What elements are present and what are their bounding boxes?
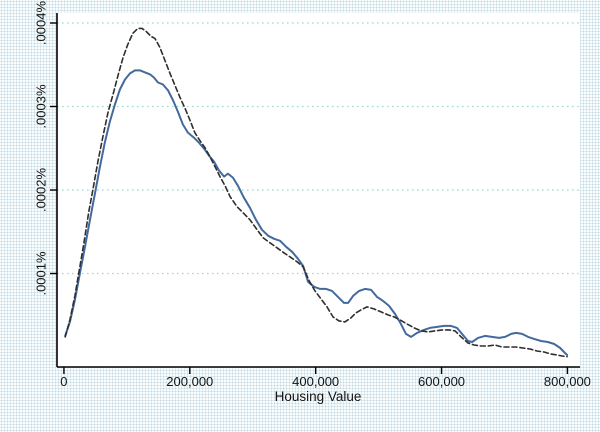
kernel-density-dashed-curve <box>64 27 568 358</box>
y-tick-label: .0004% <box>34 1 49 46</box>
y-tick-label: .0003% <box>34 84 49 129</box>
x-tick-label: 400,000 <box>292 374 339 389</box>
series-curves <box>64 27 569 358</box>
y-tick-label: .0002% <box>34 168 49 213</box>
gridlines <box>57 22 580 275</box>
kernel-density-solid-curve <box>64 69 569 356</box>
x-tick-label: 0 <box>60 374 67 389</box>
x-tick-label: 800,000 <box>544 374 591 389</box>
x-tick-label: 600,000 <box>418 374 465 389</box>
x-axis-title: Housing Value <box>275 389 362 404</box>
y-tick-label: .0001% <box>34 251 49 296</box>
tick-marks-and-labels: .0001% .0002% .0003% .0004% 0 200,000 400,000 6… <box>34 1 591 389</box>
x-tick-label: 200,000 <box>166 374 213 389</box>
